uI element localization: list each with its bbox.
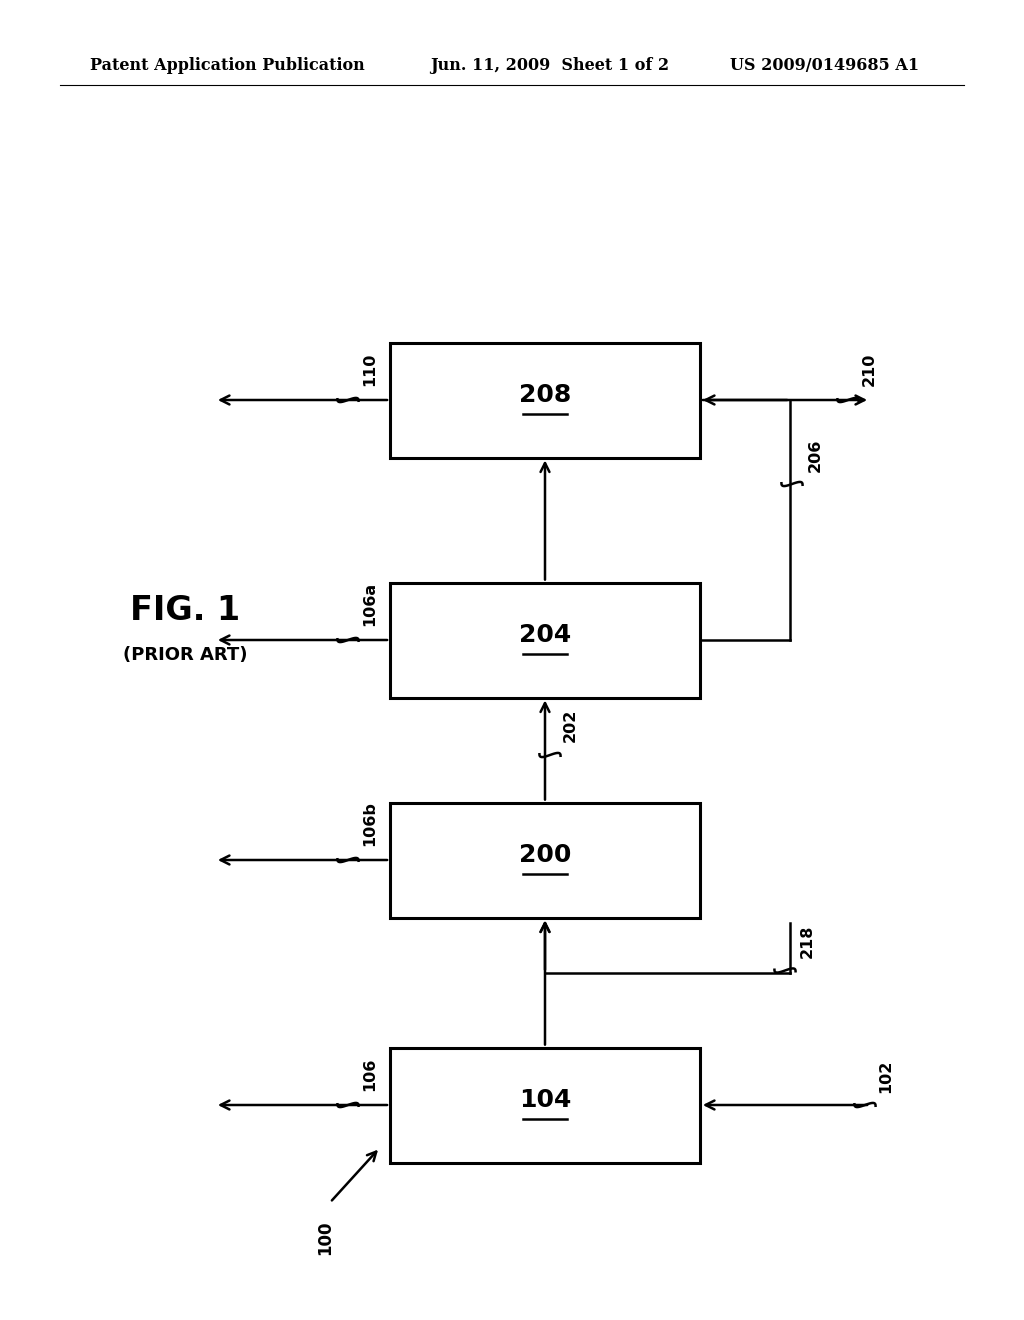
Text: 208: 208: [519, 383, 571, 407]
Text: 102: 102: [878, 1060, 893, 1093]
Text: 200: 200: [519, 843, 571, 867]
Text: 104: 104: [519, 1088, 571, 1111]
Text: 106: 106: [362, 1057, 377, 1092]
Text: Patent Application Publication: Patent Application Publication: [90, 57, 365, 74]
Text: 110: 110: [362, 352, 377, 385]
Text: 210: 210: [862, 352, 877, 385]
Text: 202: 202: [563, 709, 578, 742]
Bar: [390, 803, 700, 917]
Bar: [390, 1048, 700, 1163]
Text: 106a: 106a: [362, 582, 377, 626]
Text: (PRIOR ART): (PRIOR ART): [123, 645, 247, 664]
Text: 206: 206: [808, 438, 823, 473]
Bar: [390, 582, 700, 697]
Text: US 2009/0149685 A1: US 2009/0149685 A1: [730, 57, 920, 74]
Text: 218: 218: [800, 924, 815, 957]
Text: 106b: 106b: [362, 801, 377, 846]
Bar: [390, 342, 700, 458]
Text: FIG. 1: FIG. 1: [130, 594, 240, 627]
Text: 100: 100: [316, 1221, 334, 1255]
Text: 204: 204: [519, 623, 571, 647]
Text: Jun. 11, 2009  Sheet 1 of 2: Jun. 11, 2009 Sheet 1 of 2: [430, 57, 669, 74]
